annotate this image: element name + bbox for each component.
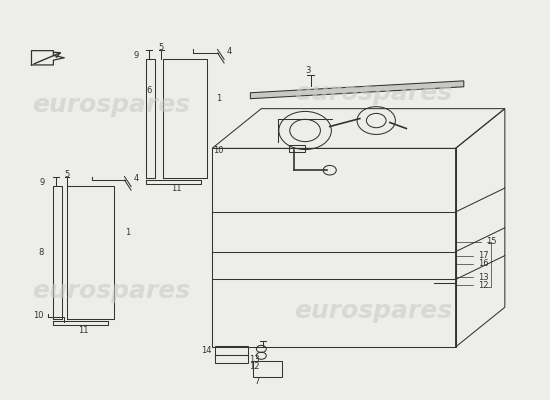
Text: 15: 15	[486, 237, 497, 246]
Text: 3: 3	[305, 66, 311, 75]
Text: 1: 1	[216, 94, 221, 103]
Text: 6: 6	[146, 86, 152, 95]
Text: eurospares: eurospares	[32, 279, 190, 303]
Bar	[289, 145, 305, 152]
Text: 8: 8	[39, 248, 44, 257]
Text: 12: 12	[478, 281, 488, 290]
Text: 13: 13	[477, 273, 488, 282]
Text: eurospares: eurospares	[294, 299, 453, 323]
Text: eurospares: eurospares	[294, 81, 453, 105]
Text: 5: 5	[159, 42, 164, 52]
Text: eurospares: eurospares	[32, 93, 190, 117]
Text: 17: 17	[477, 251, 488, 260]
Text: 16: 16	[477, 259, 488, 268]
Bar	[253, 361, 282, 377]
Text: 11: 11	[171, 184, 182, 192]
Bar	[215, 355, 248, 363]
Text: 5: 5	[64, 170, 70, 179]
Text: 9: 9	[40, 178, 45, 187]
Text: 12: 12	[249, 362, 260, 370]
Text: 10: 10	[213, 146, 224, 155]
Text: 13: 13	[249, 355, 260, 364]
Text: 7: 7	[254, 377, 260, 386]
Text: 11: 11	[78, 326, 89, 335]
Text: 14: 14	[201, 346, 212, 356]
Polygon shape	[250, 81, 464, 99]
Text: 10: 10	[33, 312, 43, 320]
Text: 9: 9	[134, 50, 139, 60]
Text: 4: 4	[227, 47, 232, 56]
Text: 1: 1	[125, 228, 130, 237]
Text: 4: 4	[134, 174, 139, 184]
Bar	[215, 346, 248, 355]
